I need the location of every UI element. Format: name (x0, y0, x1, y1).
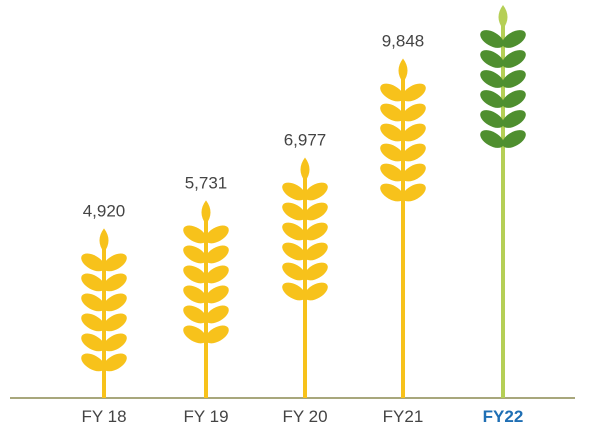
x-tick-label: FY 18 (81, 407, 126, 426)
wheat-stalk (279, 157, 331, 398)
grain-tip (399, 59, 408, 83)
x-tick-label: FY 20 (282, 407, 327, 426)
grain-tip (301, 157, 310, 181)
x-tick-label: FY 19 (183, 407, 228, 426)
value-label: 5,731 (185, 173, 228, 192)
value-label: 4,920 (83, 201, 126, 220)
x-tick-label: FY21 (383, 407, 424, 426)
stem (303, 167, 307, 398)
wheat-stalk (377, 59, 429, 398)
value-label: 6,977 (284, 130, 327, 149)
grain-tip (202, 200, 211, 224)
stem (501, 15, 505, 398)
value-label: 9,848 (382, 32, 425, 51)
wheat-stalk (78, 228, 130, 398)
x-tick-label: FY22 (483, 407, 524, 426)
wheat-stalk (477, 5, 529, 398)
chart: FY 18 4,920 FY 19 5,731 FY 20 6,977 FY21 9,848 F… (0, 0, 599, 430)
grain-tip (499, 5, 508, 29)
grain-tip (100, 228, 109, 252)
wheat-stalk (180, 200, 232, 398)
